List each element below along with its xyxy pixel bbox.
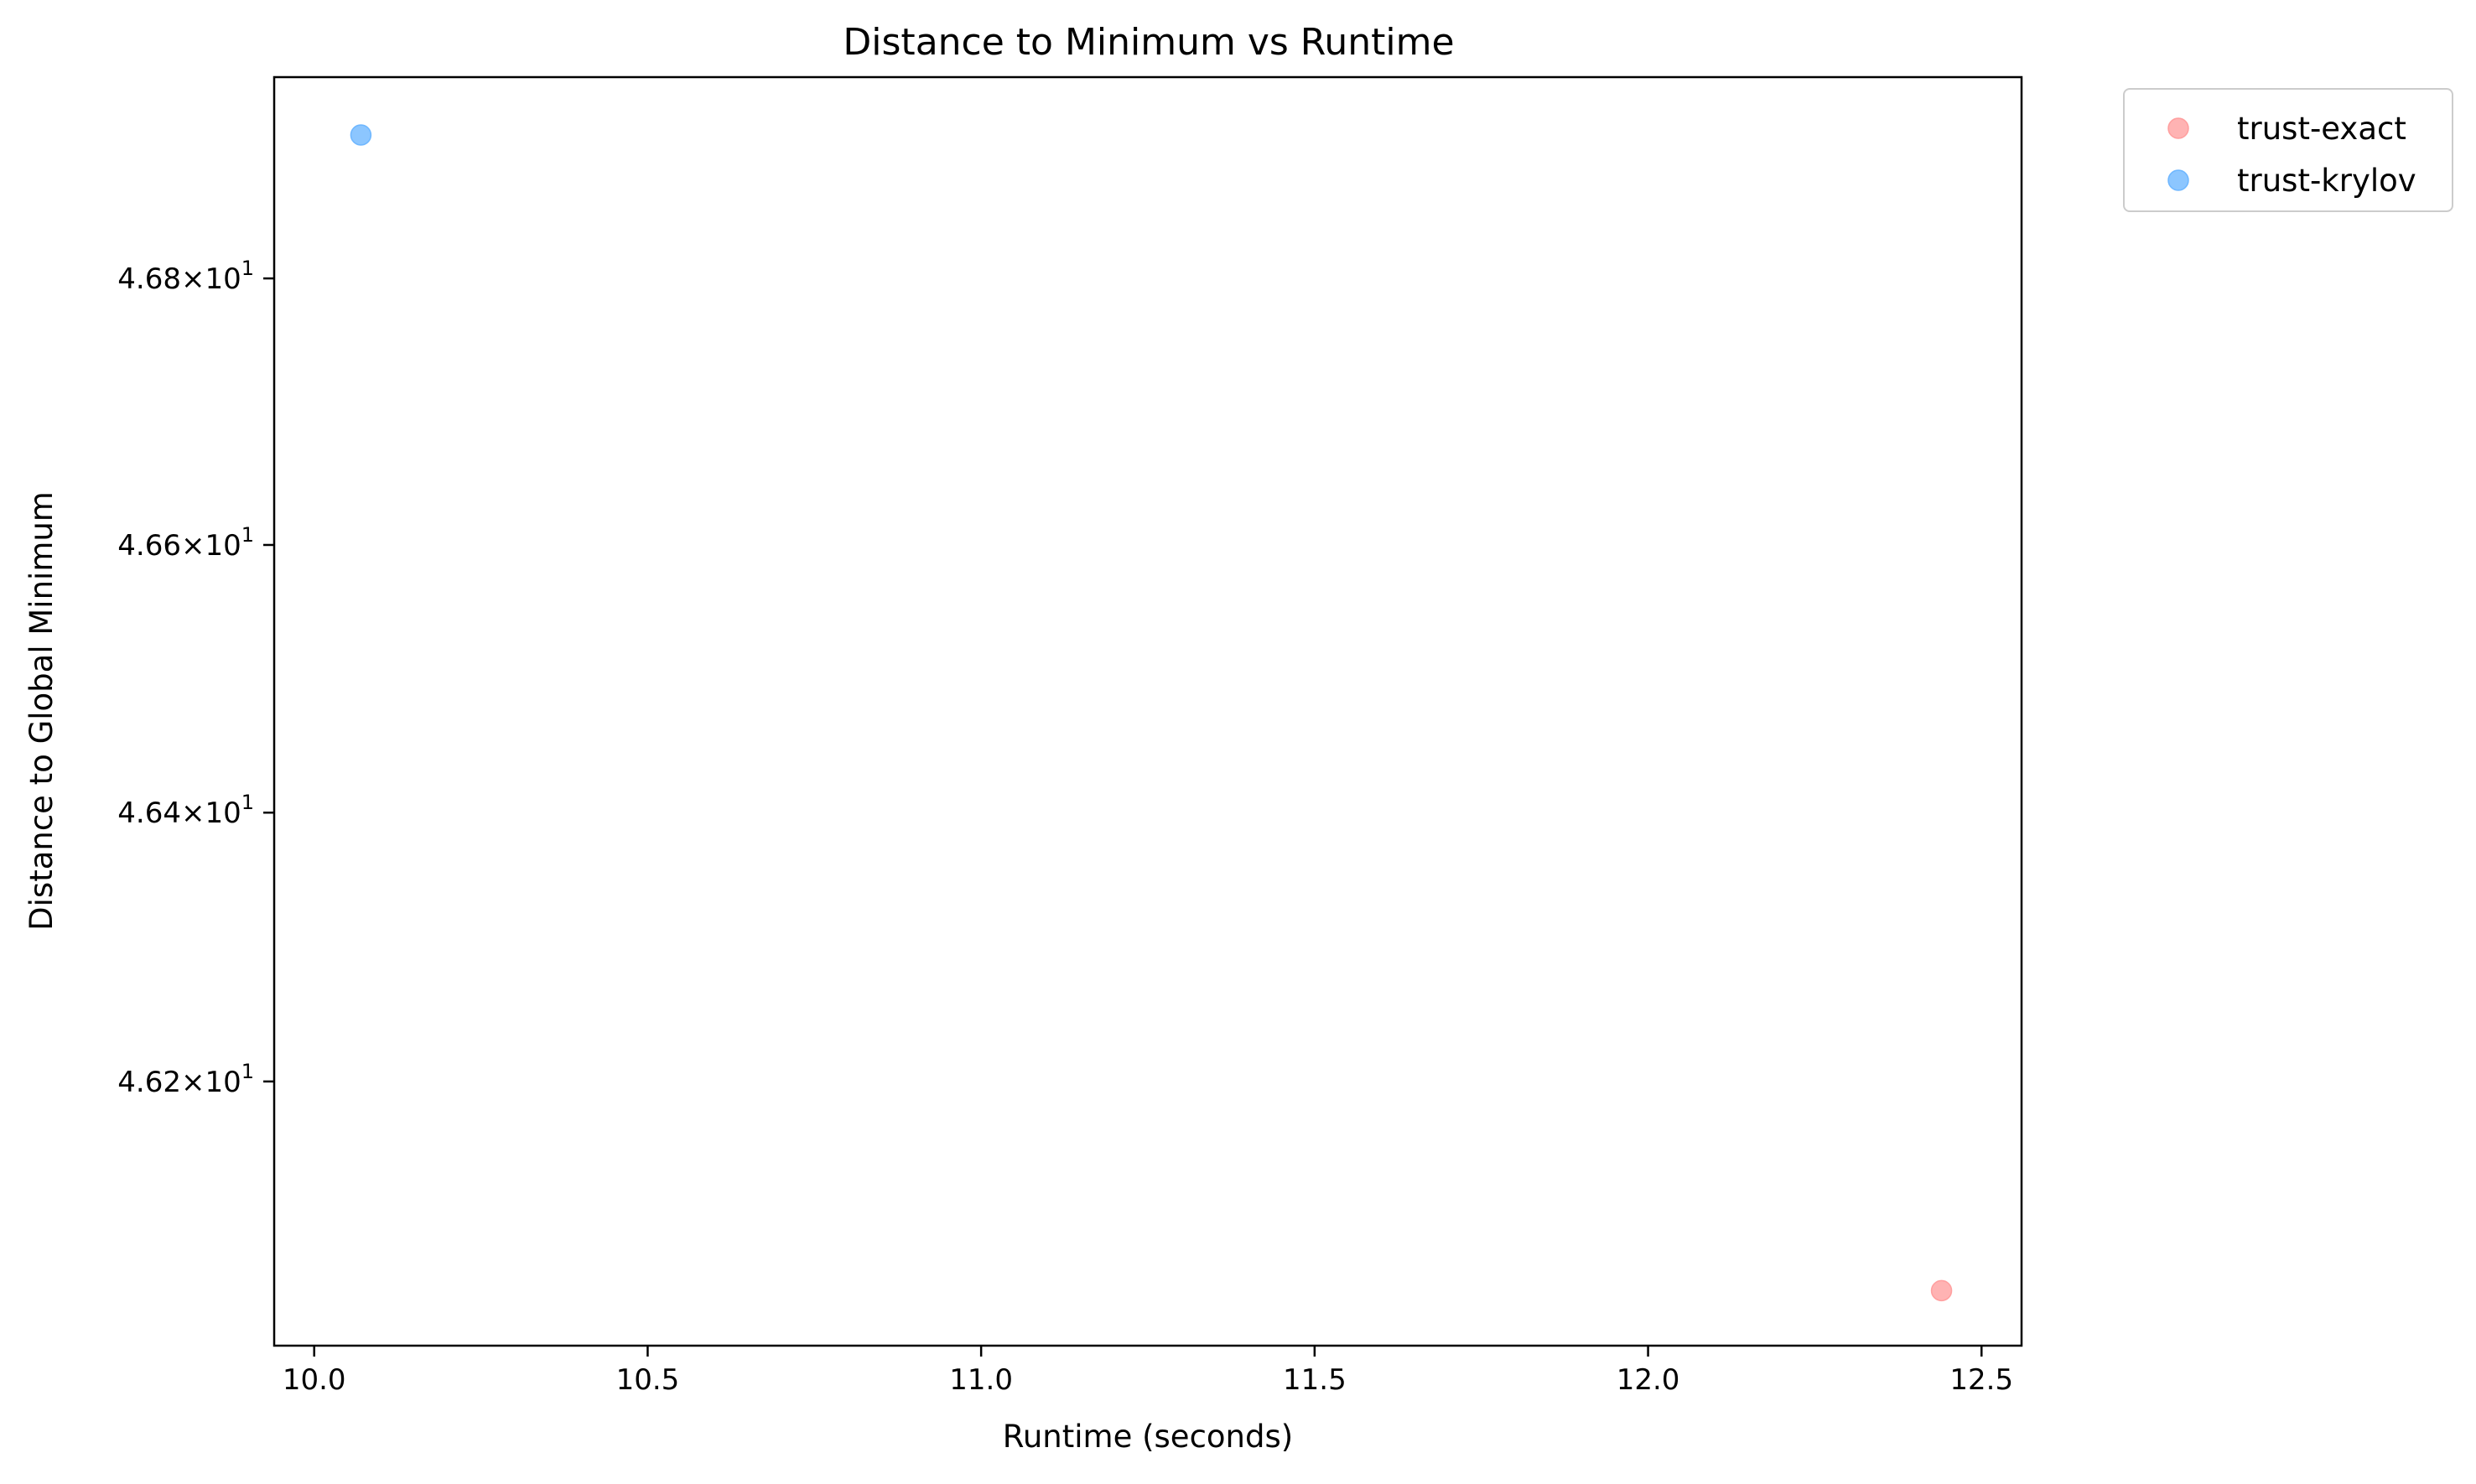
y-tick-exponent: 1: [241, 1060, 254, 1083]
y-tick-label: 4.62×101: [117, 1060, 254, 1099]
plot-area: 10.0 10.5 11.0 11.5 12.0 12.5 4.62×1014.64×10…: [117, 75, 2023, 1397]
legend-label-trust-exact: trust-exact: [2237, 111, 2406, 147]
y-tick-base: 10: [205, 1066, 241, 1099]
x-tick-label: 10.0: [283, 1363, 346, 1397]
y-tick-exponent: 1: [241, 523, 254, 547]
legend: trust-exact trust-krylov: [2123, 88, 2453, 212]
y-tick-exponent: 1: [241, 791, 254, 814]
x-axis: 10.0 10.5 11.0 11.5 12.0 12.5: [283, 1346, 2013, 1397]
x-tick-label: 12.5: [1949, 1363, 2013, 1397]
y-tick-mantissa: 4.62: [117, 1066, 181, 1099]
y-tick-times: ×: [181, 262, 205, 296]
y-tick-exponent: 1: [241, 257, 254, 280]
y-tick-mantissa: 4.66: [117, 529, 181, 563]
legend-marker-trust-exact: [2167, 117, 2189, 139]
y-tick-mantissa: 4.64: [117, 796, 181, 830]
legend-frame: [2123, 88, 2453, 212]
y-tick-base: 10: [205, 796, 241, 830]
x-tick-label: 11.5: [1283, 1363, 1347, 1397]
y-tick-times: ×: [181, 796, 205, 830]
data-points: [350, 124, 1953, 1302]
y-tick-times: ×: [181, 529, 205, 563]
y-tick-label: 4.68×101: [117, 257, 254, 296]
y-tick-times: ×: [181, 1066, 205, 1099]
y-tick-label: 4.66×101: [117, 523, 254, 563]
y-tick-mantissa: 4.68: [117, 262, 181, 296]
x-tick-label: 12.0: [1617, 1363, 1680, 1397]
x-tick-label: 11.0: [949, 1363, 1013, 1397]
y-tick-label: 4.64×101: [117, 791, 254, 830]
x-axis-label: Runtime (seconds): [1003, 1419, 1293, 1455]
data-point-trust-krylov: [350, 124, 372, 146]
data-point-trust-exact: [1930, 1279, 1953, 1302]
legend-marker-trust-krylov: [2167, 169, 2189, 191]
plot-frame: [273, 75, 2023, 1347]
legend-label-trust-krylov: trust-krylov: [2237, 163, 2416, 199]
y-tick-base: 10: [205, 529, 241, 563]
y-axis-label: Distance to Global Minimum: [23, 491, 60, 931]
x-tick-label: 10.5: [616, 1363, 680, 1397]
chart-title: Distance to Minimum vs Runtime: [843, 21, 1454, 64]
y-tick-base: 10: [205, 262, 241, 296]
